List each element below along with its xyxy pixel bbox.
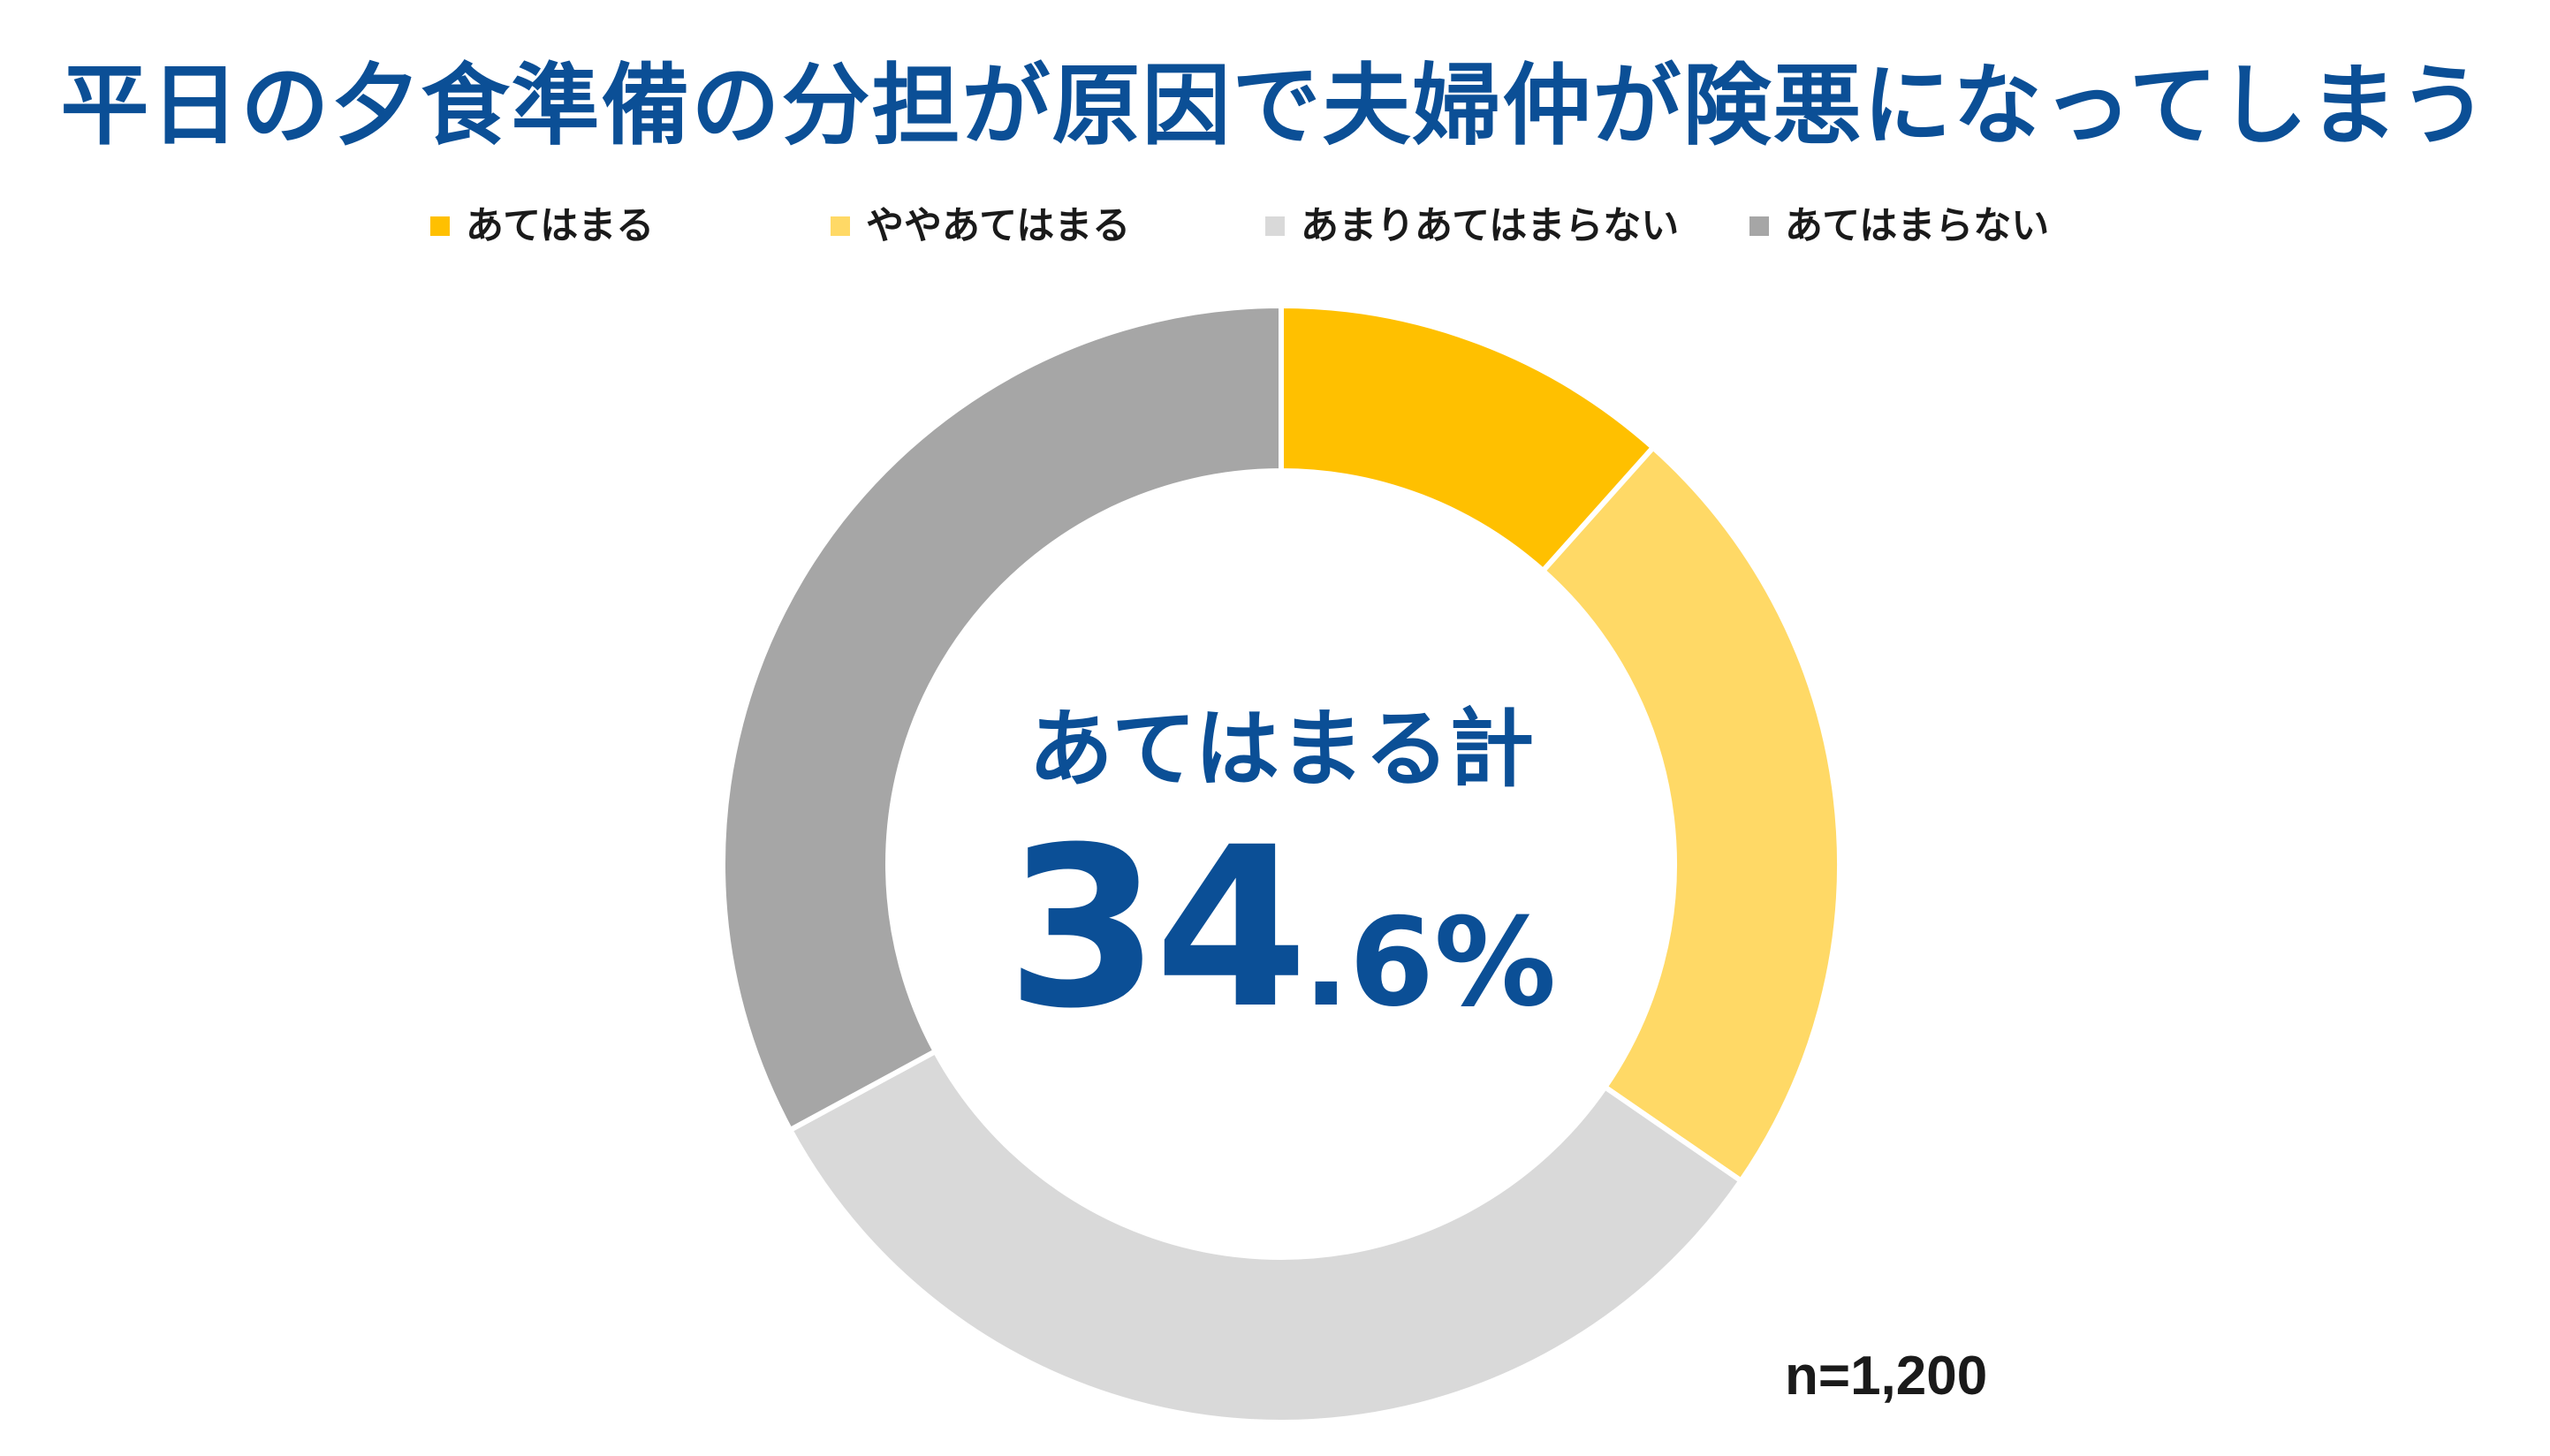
legend-label-4: あてはまらない — [1785, 204, 2050, 248]
legend-item-1: あてはまる — [430, 200, 654, 253]
chart-title: 平日の夕食準備の分担が原因で夫婦仲が険悪になってしまう — [60, 54, 2490, 157]
total-value-integer: 34 — [1006, 800, 1309, 1057]
donut-slice-4 — [720, 302, 1284, 1134]
legend-swatch-4 — [1749, 216, 1769, 236]
legend-label-1: あてはまる — [466, 204, 655, 248]
donut-slice-3 — [786, 1047, 1745, 1425]
legend-swatch-1 — [430, 216, 450, 236]
legend-label-2: ややあてはまる — [866, 204, 1131, 248]
legend-swatch-3 — [1265, 216, 1285, 236]
chart-legend: あてはまる ややあてはまる あまりあてはまらない あてはまらない — [0, 200, 2550, 253]
legend-item-4: あてはまらない — [1749, 200, 2049, 253]
legend-item-2: ややあてはまる — [831, 200, 1130, 253]
total-value-decimal: .6% — [1302, 891, 1557, 1034]
legend-label-3: あまりあてはまらない — [1301, 204, 1680, 248]
legend-item-3: あまりあてはまらない — [1265, 200, 1679, 253]
donut-slice-2 — [1539, 444, 1842, 1185]
total-value: 34.6% — [884, 800, 1679, 1057]
sample-size-label: n=1,200 — [1785, 1346, 1988, 1407]
legend-swatch-2 — [831, 216, 850, 236]
total-label: あてはまる計 — [1028, 700, 1535, 799]
